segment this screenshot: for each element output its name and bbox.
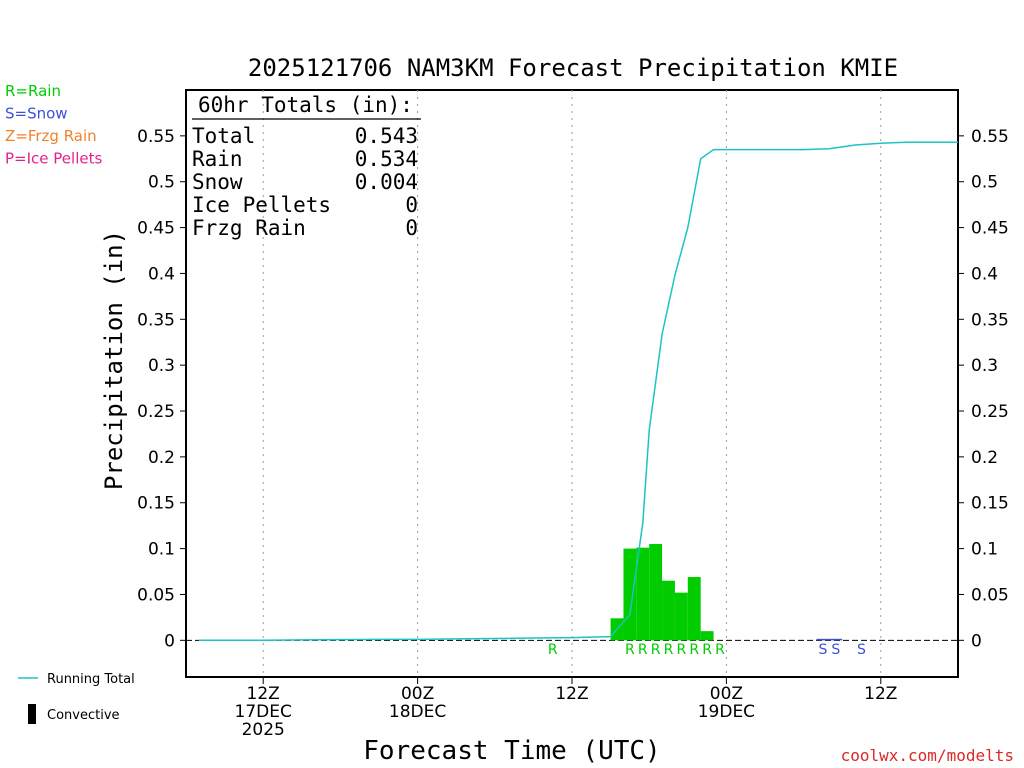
y-tick-label: 0.55 — [137, 127, 175, 147]
totals-row-label: Snow — [192, 170, 243, 194]
type-legend-item: Z=Frzg Rain — [5, 127, 97, 145]
y-tick-label: 0 — [971, 631, 982, 651]
y-axis-right: 0 0.05 0.1 0.15 0.2 0.25 0.3 0.35 0.4 0.45 0.5 0.55 — [958, 127, 1009, 651]
totals-row-value: 0 — [405, 193, 418, 217]
chart-title: 2025121706 NAM3KM Forecast Precipitation… — [248, 54, 898, 82]
precip-type-marker: S — [857, 642, 866, 658]
y-tick-label: 0.2 — [148, 448, 175, 468]
x-tick-label: 18DEC — [389, 702, 446, 722]
x-tick-label: 17DEC — [235, 702, 292, 722]
legend-label: Running Total — [47, 672, 135, 687]
precip-type-marker: R — [638, 642, 648, 658]
x-tick-label: 00Z — [710, 684, 743, 704]
precip-bar — [829, 638, 843, 641]
precip-type-marker: R — [664, 642, 674, 658]
y-tick-label: 0.15 — [137, 494, 175, 514]
y-tick-label: 0 — [164, 631, 175, 651]
totals-row-label: Rain — [192, 147, 243, 171]
x-tick-label: 12Z — [247, 684, 280, 704]
precip-bar — [662, 580, 675, 641]
y-tick-label: 0.1 — [148, 540, 175, 560]
y-tick-label: 0.2 — [971, 448, 998, 468]
precip-type-marker: R — [689, 642, 699, 658]
totals-row-value: 0 — [405, 216, 418, 240]
precip-bar — [674, 592, 688, 641]
totals-rows: Total 0.543 Rain 0.534 Snow 0.004 Ice Pellets 0… — [192, 124, 418, 240]
y-tick-label: 0.35 — [137, 310, 175, 330]
y-tick-label: 0.05 — [137, 585, 175, 605]
precip-bar — [623, 548, 637, 641]
y-tick-label: 0.25 — [137, 402, 175, 422]
y-tick-label: 0.15 — [971, 494, 1009, 514]
precip-type-legend: R=Rain S=Snow Z=Frzg Rain P=Ice Pellets — [5, 82, 102, 168]
type-legend-item: P=Ice Pellets — [5, 150, 102, 168]
legend-swatch — [28, 704, 36, 724]
precip-type-marker: R — [676, 642, 686, 658]
x-tick-label: 12Z — [864, 684, 897, 704]
legend-label: Convective — [47, 708, 120, 723]
running-total-line — [198, 141, 958, 642]
precip-type-marker: S — [818, 642, 827, 658]
precip-type-marker: R — [548, 642, 558, 658]
totals-row-label: Frzg Rain — [192, 216, 306, 240]
precip-bar — [687, 577, 701, 641]
x-tick-label: 19DEC — [698, 702, 755, 722]
precip-bar — [700, 631, 714, 641]
y-tick-label: 0.3 — [148, 356, 175, 376]
x-tick-label: 00Z — [401, 684, 434, 704]
y-tick-label: 0.35 — [971, 310, 1009, 330]
precip-bar — [649, 544, 663, 641]
series-legend: Running Total Convective — [18, 672, 135, 724]
y-axis-label: Precipitation (in) — [100, 230, 128, 490]
y-tick-label: 0.55 — [971, 127, 1009, 147]
precip-type-marker: R — [715, 642, 725, 658]
precip-type-marker: R — [651, 642, 661, 658]
credit-text: coolwx.com/modelts — [841, 746, 1014, 765]
y-tick-label: 0.05 — [971, 585, 1009, 605]
y-tick-label: 0.25 — [971, 402, 1009, 422]
precip-bar — [636, 547, 650, 641]
y-tick-label: 0.1 — [971, 540, 998, 560]
y-tick-label: 0.5 — [971, 173, 998, 193]
y-tick-label: 0.4 — [971, 264, 998, 284]
precip-bars — [610, 544, 843, 641]
totals-row-value: 0.004 — [355, 170, 418, 194]
precip-type-marker: R — [625, 642, 635, 658]
y-tick-label: 0.5 — [148, 173, 175, 193]
precip-type-marker: R — [702, 642, 712, 658]
x-tick-label: 2025 — [242, 720, 285, 740]
type-legend-item: S=Snow — [5, 105, 68, 123]
totals-box: 60hr Totals (in): Total 0.543 Rain 0.534 Sno… — [192, 93, 421, 240]
y-axis-left: 0 0.05 0.1 0.15 0.2 0.25 0.3 0.35 0.4 0.45 0.5 0.55 — [137, 127, 186, 651]
x-axis-label: Forecast Time (UTC) — [363, 736, 660, 766]
totals-row-value: 0.543 — [355, 124, 418, 148]
totals-row-value: 0.534 — [355, 147, 418, 171]
precip-bar — [816, 638, 830, 641]
totals-heading: 60hr Totals (in): — [198, 93, 413, 117]
totals-row-label: Total — [192, 124, 255, 148]
totals-row-label: Ice Pellets — [192, 193, 331, 217]
type-legend-item: R=Rain — [5, 82, 61, 100]
y-tick-label: 0.3 — [971, 356, 998, 376]
y-tick-label: 0.45 — [137, 219, 175, 239]
x-tick-label: 12Z — [555, 684, 588, 704]
y-tick-label: 0.45 — [971, 219, 1009, 239]
precip-type-marker: S — [831, 642, 840, 658]
y-tick-label: 0.4 — [148, 264, 175, 284]
